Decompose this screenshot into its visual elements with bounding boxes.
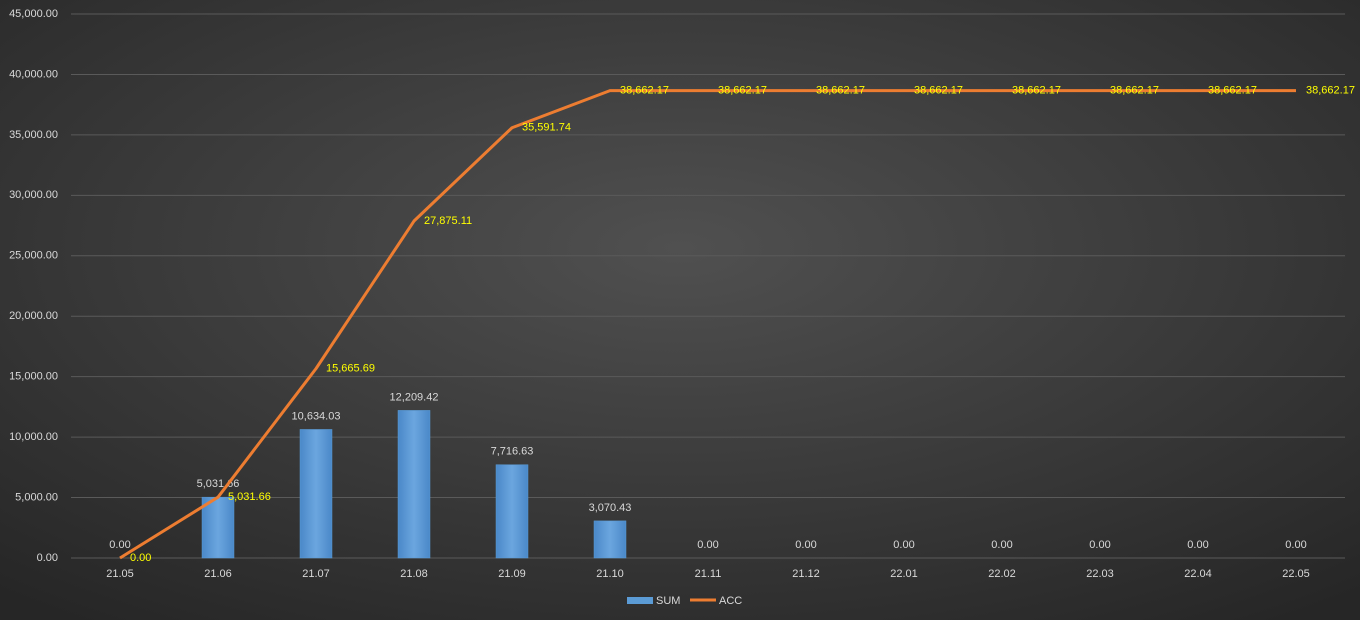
line-value-label: 38,662.17 [1208, 85, 1257, 97]
x-tick-label: 22.04 [1184, 568, 1212, 580]
legend-label: SUM [656, 595, 680, 607]
bar-value-label: 0.00 [1187, 539, 1208, 551]
bar-value-label: 0.00 [109, 539, 130, 551]
x-tick-label: 21.12 [792, 568, 820, 580]
line-value-label: 38,662.17 [1110, 85, 1159, 97]
x-tick-label: 21.11 [695, 568, 722, 580]
line-value-label: 15,665.69 [326, 363, 375, 375]
x-tick-label: 21.07 [302, 568, 330, 580]
line-value-label: 38,662.17 [1012, 85, 1061, 97]
bar [299, 429, 333, 559]
bar [495, 464, 529, 559]
y-tick-label: 45,000.00 [9, 8, 58, 20]
line-value-label: 0.00 [130, 552, 151, 564]
x-tick-label: 21.06 [204, 568, 232, 580]
line-value-label: 38,662.17 [1306, 85, 1355, 97]
line-value-label: 38,662.17 [816, 85, 865, 97]
x-tick-label: 21.08 [400, 568, 428, 580]
bar-value-label: 7,716.63 [491, 446, 534, 458]
x-tick-label: 22.02 [988, 568, 1016, 580]
line-value-label: 5,031.66 [228, 491, 271, 503]
bar-value-label: 0.00 [697, 539, 718, 551]
y-tick-label: 20,000.00 [9, 310, 58, 322]
x-tick-label: 22.03 [1086, 568, 1114, 580]
bar [201, 496, 235, 559]
y-tick-label: 25,000.00 [9, 250, 58, 262]
y-tick-label: 0.00 [37, 552, 58, 564]
y-tick-label: 15,000.00 [9, 371, 58, 383]
line-value-label: 38,662.17 [620, 85, 669, 97]
bar-value-label: 12,209.42 [390, 391, 439, 403]
bar [593, 520, 627, 559]
bar-value-label: 3,070.43 [589, 502, 632, 514]
bar-value-label: 0.00 [795, 539, 816, 551]
bar-value-label: 0.00 [893, 539, 914, 551]
x-tick-label: 21.05 [106, 568, 134, 580]
y-tick-label: 40,000.00 [9, 68, 58, 80]
legend-swatch [627, 597, 653, 604]
line-value-label: 38,662.17 [914, 85, 963, 97]
y-tick-label: 35,000.00 [9, 129, 58, 141]
legend-label: ACC [719, 595, 742, 607]
y-tick-label: 10,000.00 [9, 431, 58, 443]
bar [397, 410, 431, 559]
x-tick-label: 22.05 [1282, 568, 1310, 580]
bar-value-label: 0.00 [991, 539, 1012, 551]
line [119, 89, 1296, 560]
y-tick-label: 30,000.00 [9, 189, 58, 201]
line-value-label: 35,591.74 [522, 122, 571, 134]
line-value-label: 27,875.11 [424, 215, 472, 227]
y-tick-label: 5,000.00 [15, 491, 58, 503]
x-tick-label: 21.10 [596, 568, 624, 580]
bar-value-label: 0.00 [1089, 539, 1110, 551]
x-tick-label: 21.09 [498, 568, 526, 580]
bar-value-label: 10,634.03 [292, 410, 341, 422]
line-value-label: 38,662.17 [718, 85, 767, 97]
bar-value-label: 0.00 [1285, 539, 1306, 551]
x-tick-label: 22.01 [890, 568, 918, 580]
